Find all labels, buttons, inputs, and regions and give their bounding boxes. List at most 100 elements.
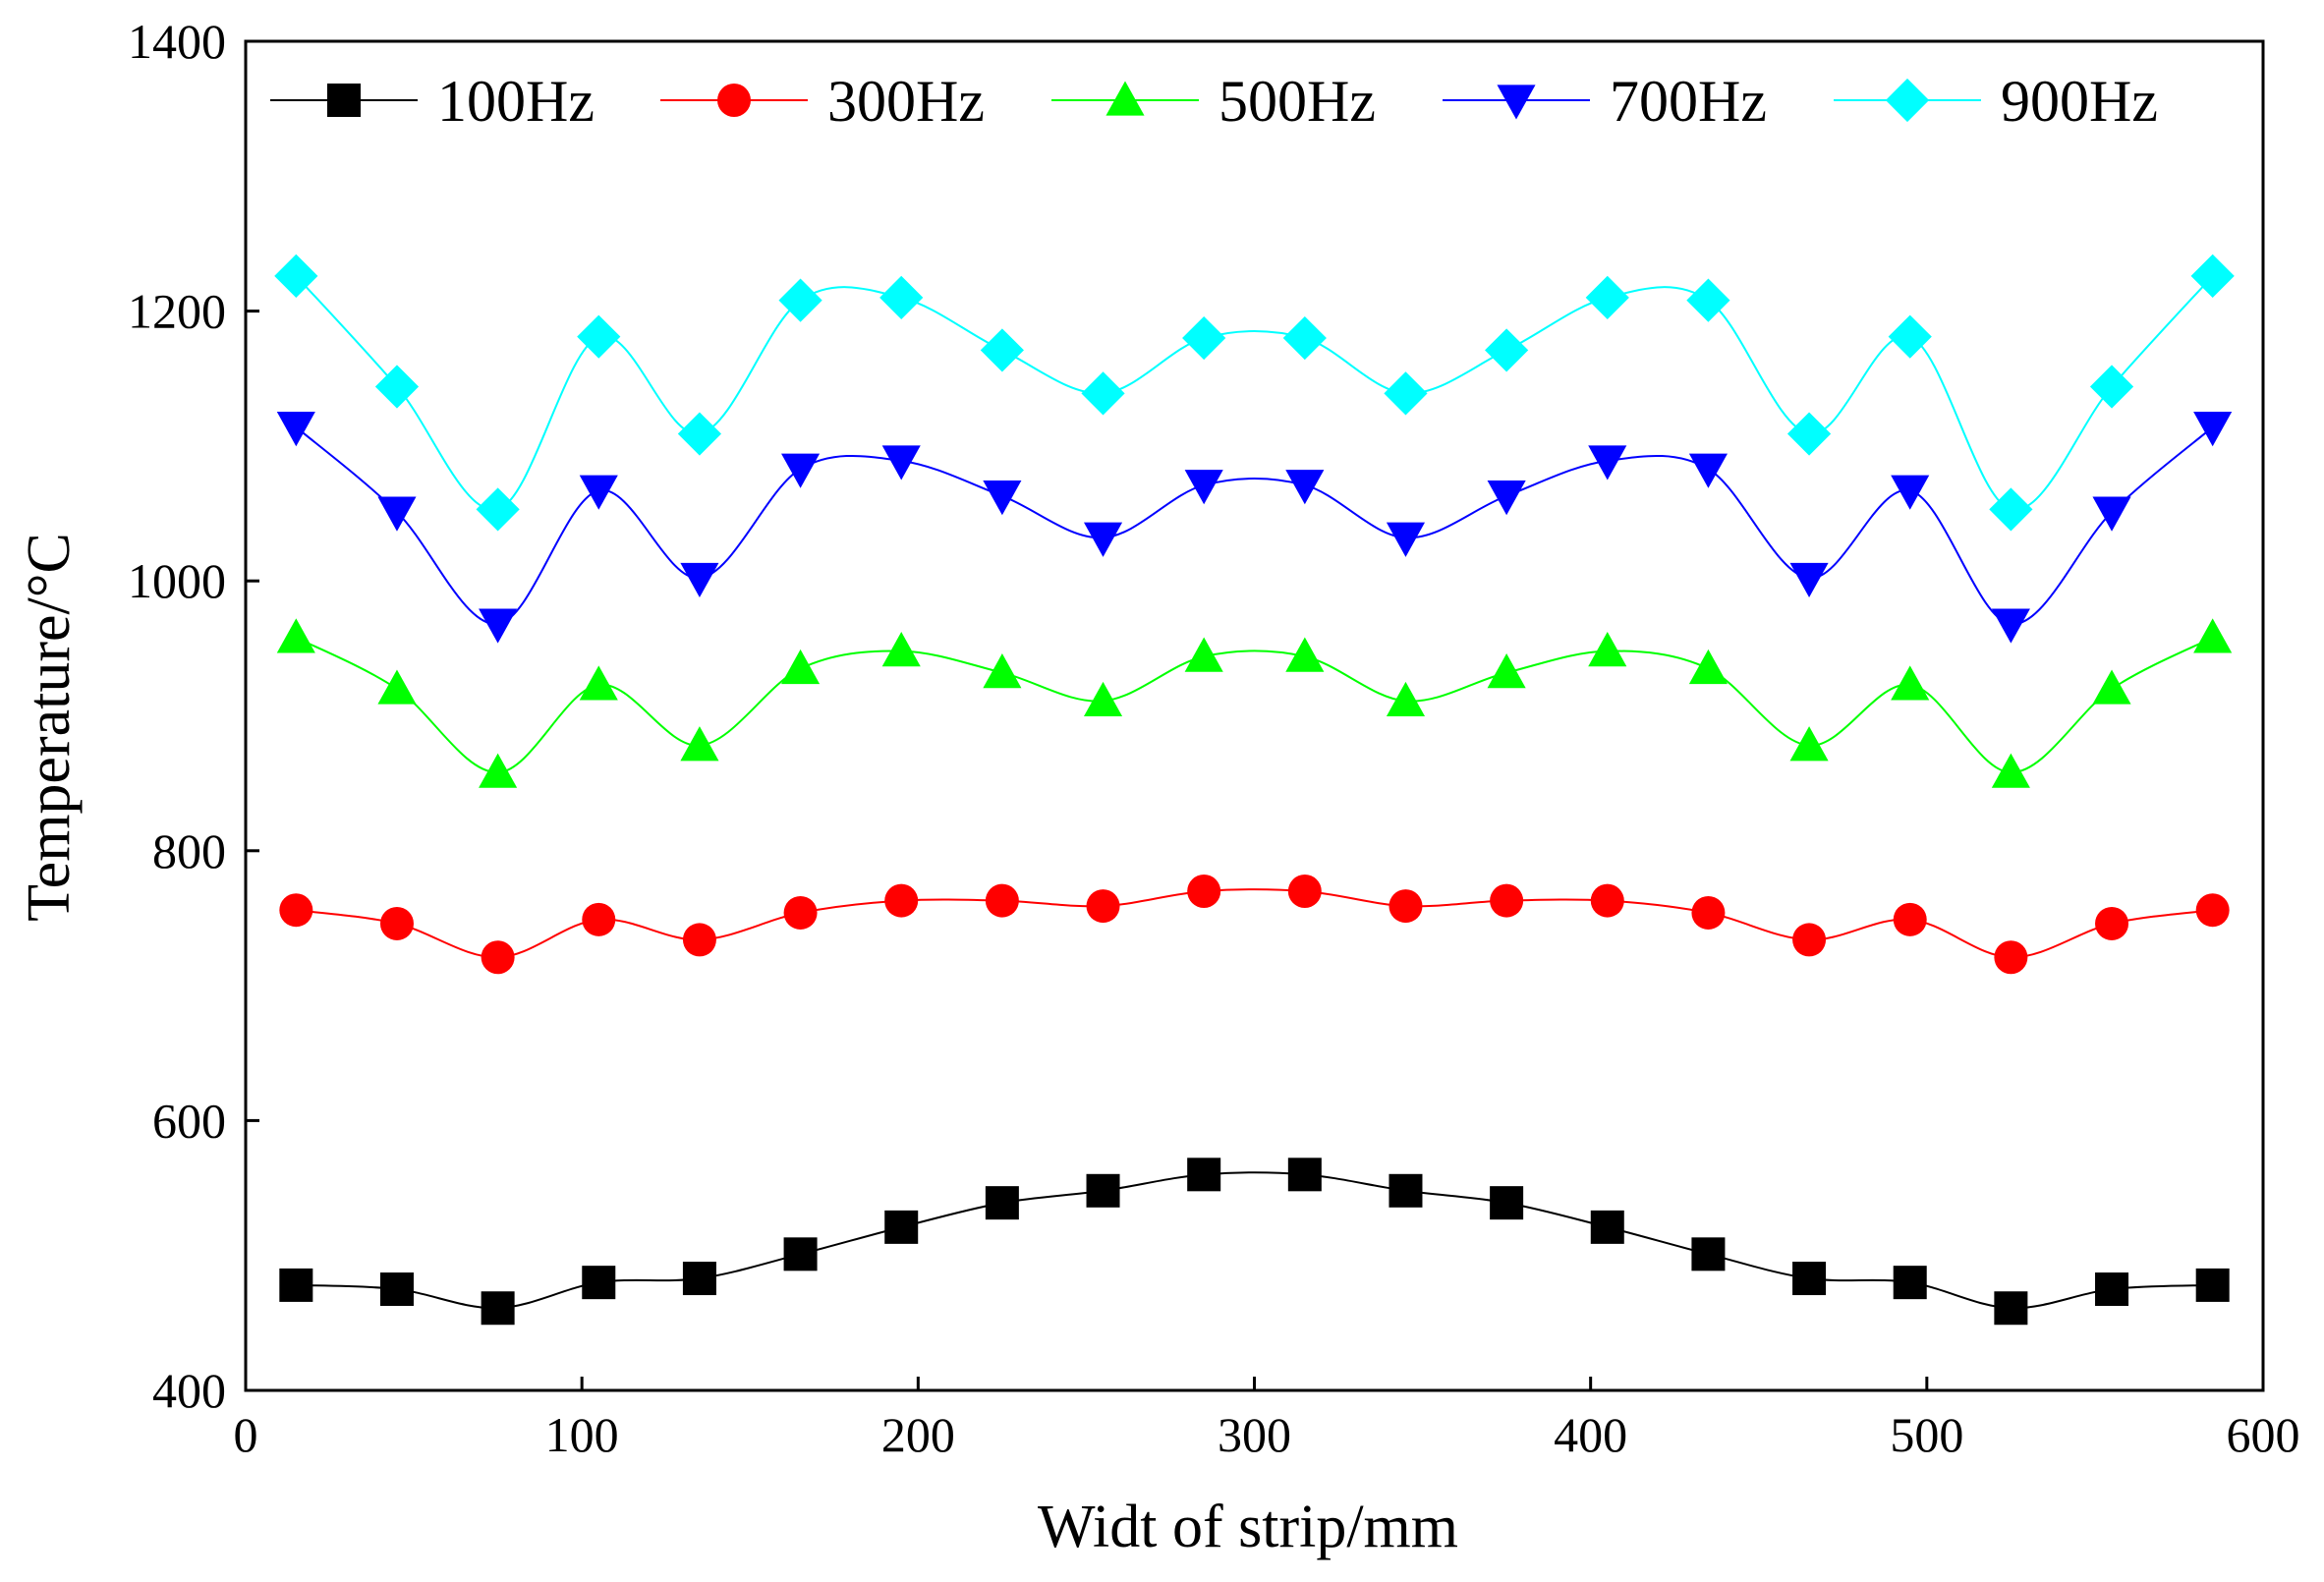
data-point — [1989, 487, 2033, 532]
data-point — [1386, 522, 1426, 557]
data-point — [276, 618, 315, 653]
data-point — [884, 883, 919, 918]
data-point — [2193, 412, 2233, 447]
data-point — [881, 632, 921, 667]
data-point — [983, 653, 1022, 689]
data-point — [1187, 874, 1221, 908]
data-point — [1285, 637, 1325, 672]
data-point — [2193, 618, 2233, 653]
data-point — [680, 726, 719, 762]
x-tick-label: 500 — [1890, 1407, 1963, 1462]
data-point — [1888, 314, 1932, 359]
data-point — [377, 669, 417, 705]
data-point — [879, 275, 924, 319]
data-point — [579, 665, 618, 701]
data-point — [1485, 328, 1529, 372]
data-point — [2092, 669, 2131, 705]
series-900Hz — [274, 254, 2235, 532]
x-tick-label: 400 — [1554, 1407, 1627, 1462]
data-point — [1789, 562, 1829, 598]
data-point — [1187, 1158, 1221, 1192]
data-point — [783, 1237, 818, 1271]
x-tick-label: 200 — [881, 1407, 955, 1462]
x-tick-label: 300 — [1218, 1407, 1291, 1462]
data-point — [1184, 470, 1223, 505]
series-700Hz — [276, 412, 2233, 644]
legend-item-100Hz: 100Hz — [270, 69, 595, 134]
legend-label: 500Hz — [1219, 69, 1376, 134]
y-tick-label: 800 — [152, 823, 226, 878]
data-point — [781, 453, 821, 488]
data-point — [2195, 893, 2230, 928]
data-point — [279, 1268, 313, 1302]
legend-marker — [1105, 81, 1145, 116]
y-tick-label: 1000 — [128, 553, 226, 608]
x-tick-label: 100 — [545, 1407, 619, 1462]
series-300Hz — [279, 874, 2230, 975]
plot-frame — [244, 39, 2265, 1392]
data-point — [2089, 365, 2134, 409]
data-point — [1389, 1173, 1423, 1208]
x-tick-label: 600 — [2227, 1407, 2300, 1462]
series-layer — [274, 254, 2235, 1326]
legend-label: 900Hz — [2001, 69, 2158, 134]
legend-item-700Hz: 700Hz — [1443, 69, 1767, 134]
y-axis-title: Temperature/°C — [16, 533, 83, 922]
data-point — [276, 412, 315, 447]
data-point — [1789, 726, 1829, 762]
data-point — [2095, 1272, 2129, 1307]
data-point — [1590, 883, 1624, 918]
data-point — [985, 883, 1019, 918]
data-point — [1891, 665, 1930, 701]
legend-marker — [717, 84, 751, 117]
legend-marker — [1497, 85, 1536, 120]
axes-layer: 0 100 200 300 400 500 600 400 600 800 1000 1200 1400 — [128, 14, 2300, 1462]
data-point — [1786, 412, 1832, 456]
x-axis-title: Widt of strip/mm — [1038, 1494, 1458, 1560]
data-point — [379, 1272, 414, 1307]
data-point — [1991, 753, 2030, 788]
legend-label: 100Hz — [437, 69, 595, 134]
data-point — [1792, 1262, 1827, 1296]
data-point — [1081, 371, 1125, 416]
legend-item-500Hz: 500Hz — [1051, 69, 1376, 134]
data-point — [479, 753, 518, 788]
data-point — [1691, 1237, 1726, 1271]
series-line — [295, 636, 2214, 774]
data-point — [1588, 632, 1627, 667]
data-point — [377, 496, 417, 532]
data-point — [1384, 371, 1428, 416]
data-point — [1891, 475, 1930, 510]
data-point — [881, 445, 921, 480]
legend: 100Hz 300Hz 500Hz 700Hz 900Hz — [270, 69, 2158, 134]
data-point — [374, 365, 420, 409]
data-point — [577, 314, 621, 359]
data-point — [1083, 522, 1123, 557]
data-point — [1487, 653, 1526, 689]
data-point — [884, 1210, 919, 1244]
data-point — [1893, 1266, 1927, 1300]
legend-item-900Hz: 900Hz — [1834, 69, 2158, 134]
legend-label: 300Hz — [827, 69, 985, 134]
data-point — [481, 940, 515, 975]
legend-item-300Hz: 300Hz — [660, 69, 985, 134]
data-point — [985, 1186, 1019, 1220]
data-point — [680, 562, 719, 598]
data-point — [682, 1262, 716, 1296]
data-point — [1893, 902, 1927, 936]
data-point — [481, 1291, 515, 1326]
data-point — [1389, 889, 1423, 924]
data-point — [1994, 940, 2028, 975]
data-point — [980, 328, 1024, 372]
data-point — [1588, 445, 1627, 480]
data-point — [781, 649, 821, 685]
legend-label: 700Hz — [1610, 69, 1767, 134]
data-point — [1285, 470, 1325, 505]
data-point — [1287, 1158, 1322, 1192]
y-tick-label: 600 — [152, 1093, 226, 1148]
data-point — [2190, 254, 2235, 299]
data-point — [1086, 1173, 1120, 1208]
series-500Hz — [276, 618, 2233, 788]
